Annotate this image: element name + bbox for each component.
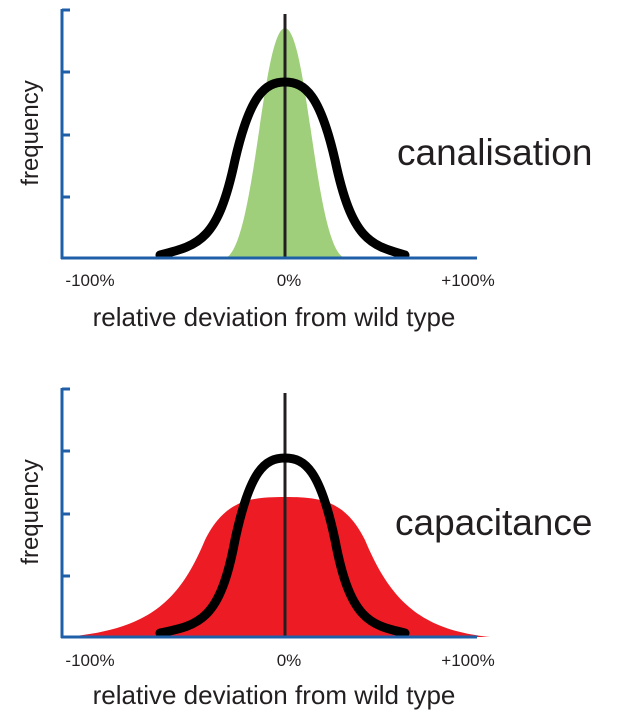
wild-distribution <box>155 453 410 638</box>
panel-canalisation: -100% 0% +100% relative deviation from w… <box>17 8 592 332</box>
x-tick-label: -100% <box>65 271 114 290</box>
wide-distribution <box>65 497 490 637</box>
axes <box>60 8 477 260</box>
x-tick-label: 0% <box>277 651 302 670</box>
y-axis-label: frequency <box>17 459 44 564</box>
panel-capacitance: -100% 0% +100% relative deviation from w… <box>17 387 592 710</box>
wild-distribution <box>155 77 410 260</box>
x-axis-label: relative deviation from wild type <box>93 680 456 710</box>
axes <box>60 387 477 639</box>
y-axis-label: frequency <box>17 80 44 185</box>
x-tick-label: +100% <box>441 271 494 290</box>
x-tick-label: +100% <box>441 651 494 670</box>
x-tick-label: 0% <box>277 271 302 290</box>
panel-label: capacitance <box>395 502 592 543</box>
x-axis-label: relative deviation from wild type <box>93 302 456 332</box>
x-tick-label: -100% <box>65 651 114 670</box>
panel-label: canalisation <box>397 132 592 173</box>
